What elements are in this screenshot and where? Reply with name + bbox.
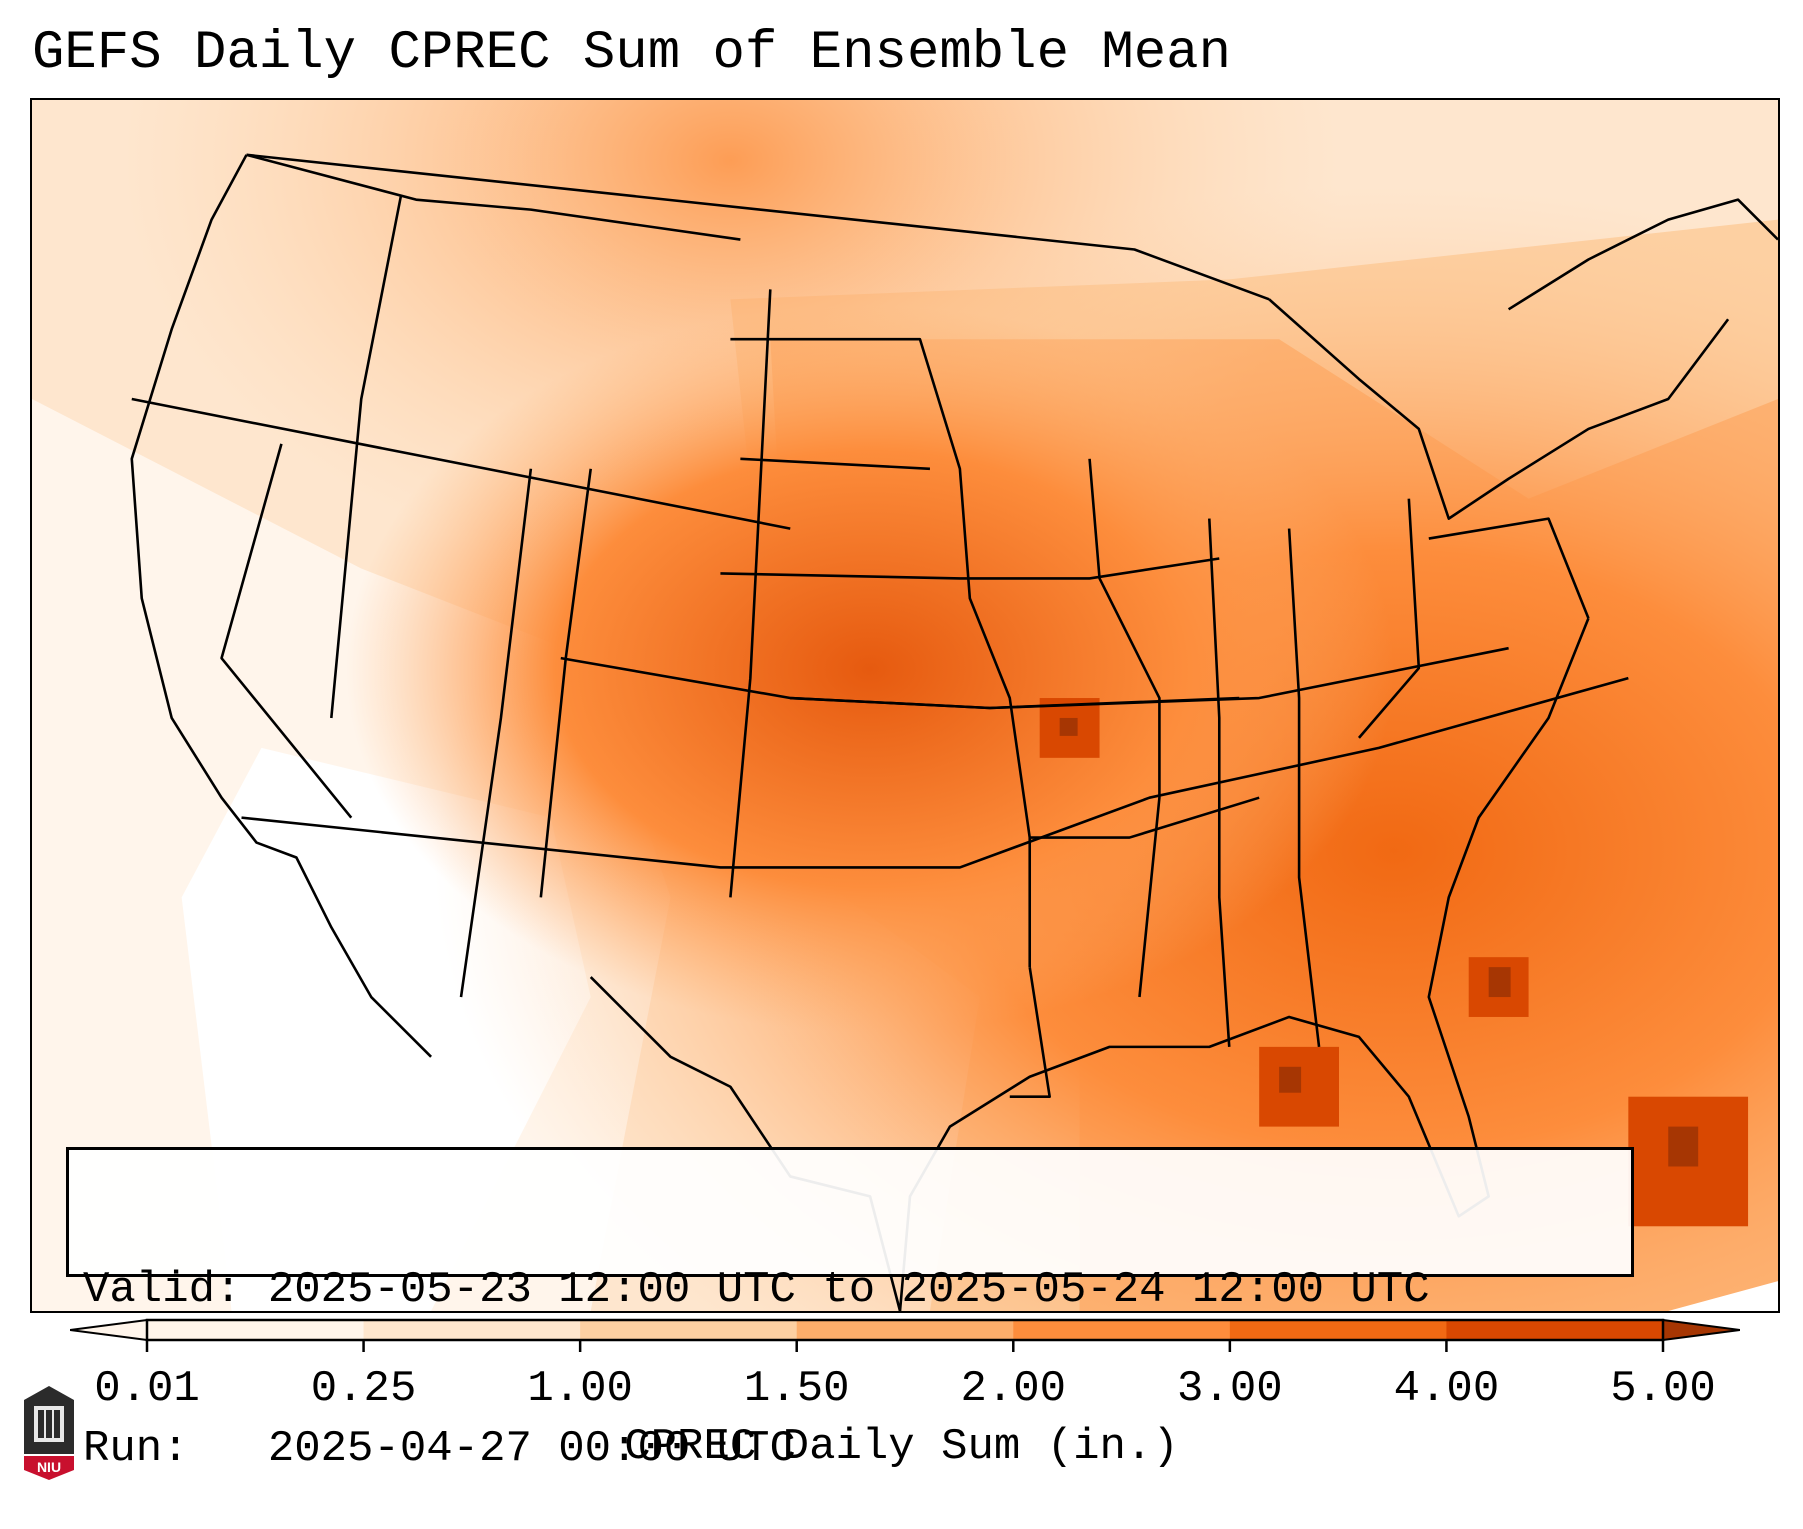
pacific-coastline — [130, 154, 433, 1058]
state-line-13 — [790, 646, 1509, 710]
state-line-10 — [730, 337, 1032, 968]
colorbar-extend-high — [1662, 1318, 1740, 1342]
state-line-5 — [220, 443, 353, 819]
colorbar-tick-label: 3.00 — [1177, 1364, 1283, 1414]
colorbar-extend-low — [70, 1318, 148, 1342]
state-line-12 — [720, 557, 1220, 580]
state-line-4 — [330, 194, 403, 719]
colorbar-segment — [1013, 1320, 1231, 1340]
colorbar-outline — [145, 1318, 1665, 1342]
valid-time-text: Valid: 2025-05-23 12:00 UTC to 2025-05-2… — [83, 1265, 1430, 1315]
colorbar-tick-label: 5.00 — [1610, 1364, 1716, 1414]
precip-peak-atlantic — [1488, 967, 1511, 998]
canada-east-coast — [1507, 198, 1778, 311]
precip-peak-gulf — [1279, 1066, 1302, 1093]
state-line-8 — [729, 289, 772, 898]
colorbar-tick-marks — [145, 1340, 1665, 1352]
colorbar-tick-label: 0.01 — [94, 1364, 200, 1414]
state-line-15 — [1088, 458, 1161, 998]
boundary-lines — [130, 153, 1778, 1311]
precip-map — [32, 100, 1778, 1311]
great-lakes-outline — [1268, 298, 1730, 520]
state-line-6 — [459, 468, 533, 998]
precip-peak-bahamas — [1668, 1126, 1699, 1167]
niu-logo: NIU — [24, 1386, 74, 1480]
state-line-1 — [131, 397, 791, 530]
colorbar-segment — [1446, 1320, 1664, 1340]
state-line-20 — [1009, 966, 1051, 1099]
colorbar-segment — [580, 1320, 798, 1340]
colorbar-segment — [796, 1320, 1014, 1340]
state-line-14 — [1029, 796, 1260, 839]
svg-text:NIU: NIU — [37, 1459, 61, 1475]
state-line-2 — [246, 153, 741, 241]
colorbar-tick-label: 1.50 — [743, 1364, 850, 1414]
colorbar-tick-labels: 0.01 0.25 1.00 1.50 2.00 3.00 4.00 5.00 — [0, 1362, 1803, 1418]
map-title: GEFS Daily CPREC Sum of Ensemble Mean — [32, 23, 1231, 84]
state-line-18 — [1357, 498, 1421, 739]
colorbar-segments — [70, 1318, 1740, 1342]
colorbar-tick-label: 4.00 — [1393, 1364, 1500, 1414]
colorbar-tick-label: 2.00 — [960, 1364, 1067, 1414]
state-line-11 — [740, 457, 931, 471]
state-line-17 — [1287, 528, 1321, 1048]
colorbar-tick-label: 0.25 — [310, 1364, 417, 1414]
colorbar-label: CPREC Daily Sum (in.) — [624, 1422, 1179, 1472]
us-canada-border — [246, 153, 1270, 301]
state-line-16 — [1208, 518, 1231, 1047]
validity-info-box: Valid: 2025-05-23 12:00 UTC to 2025-05-2… — [66, 1147, 1634, 1474]
colorbar-tick-label: 1.00 — [527, 1364, 633, 1414]
run-time-text: Run: 2025-04-27 00:00 UTC — [83, 1424, 796, 1474]
colorbar-segment — [363, 1320, 581, 1340]
colorbar — [70, 1318, 1740, 1352]
precip-plains — [32, 100, 1778, 1311]
atlantic-gulf-coastline — [898, 617, 1590, 1311]
state-line-3 — [241, 676, 1629, 869]
colorbar-segment — [147, 1320, 365, 1340]
colorbar-segment — [1229, 1320, 1447, 1340]
state-line-19 — [1428, 517, 1590, 619]
map-panel — [30, 98, 1780, 1313]
precip-peak-missouri — [1059, 717, 1078, 736]
